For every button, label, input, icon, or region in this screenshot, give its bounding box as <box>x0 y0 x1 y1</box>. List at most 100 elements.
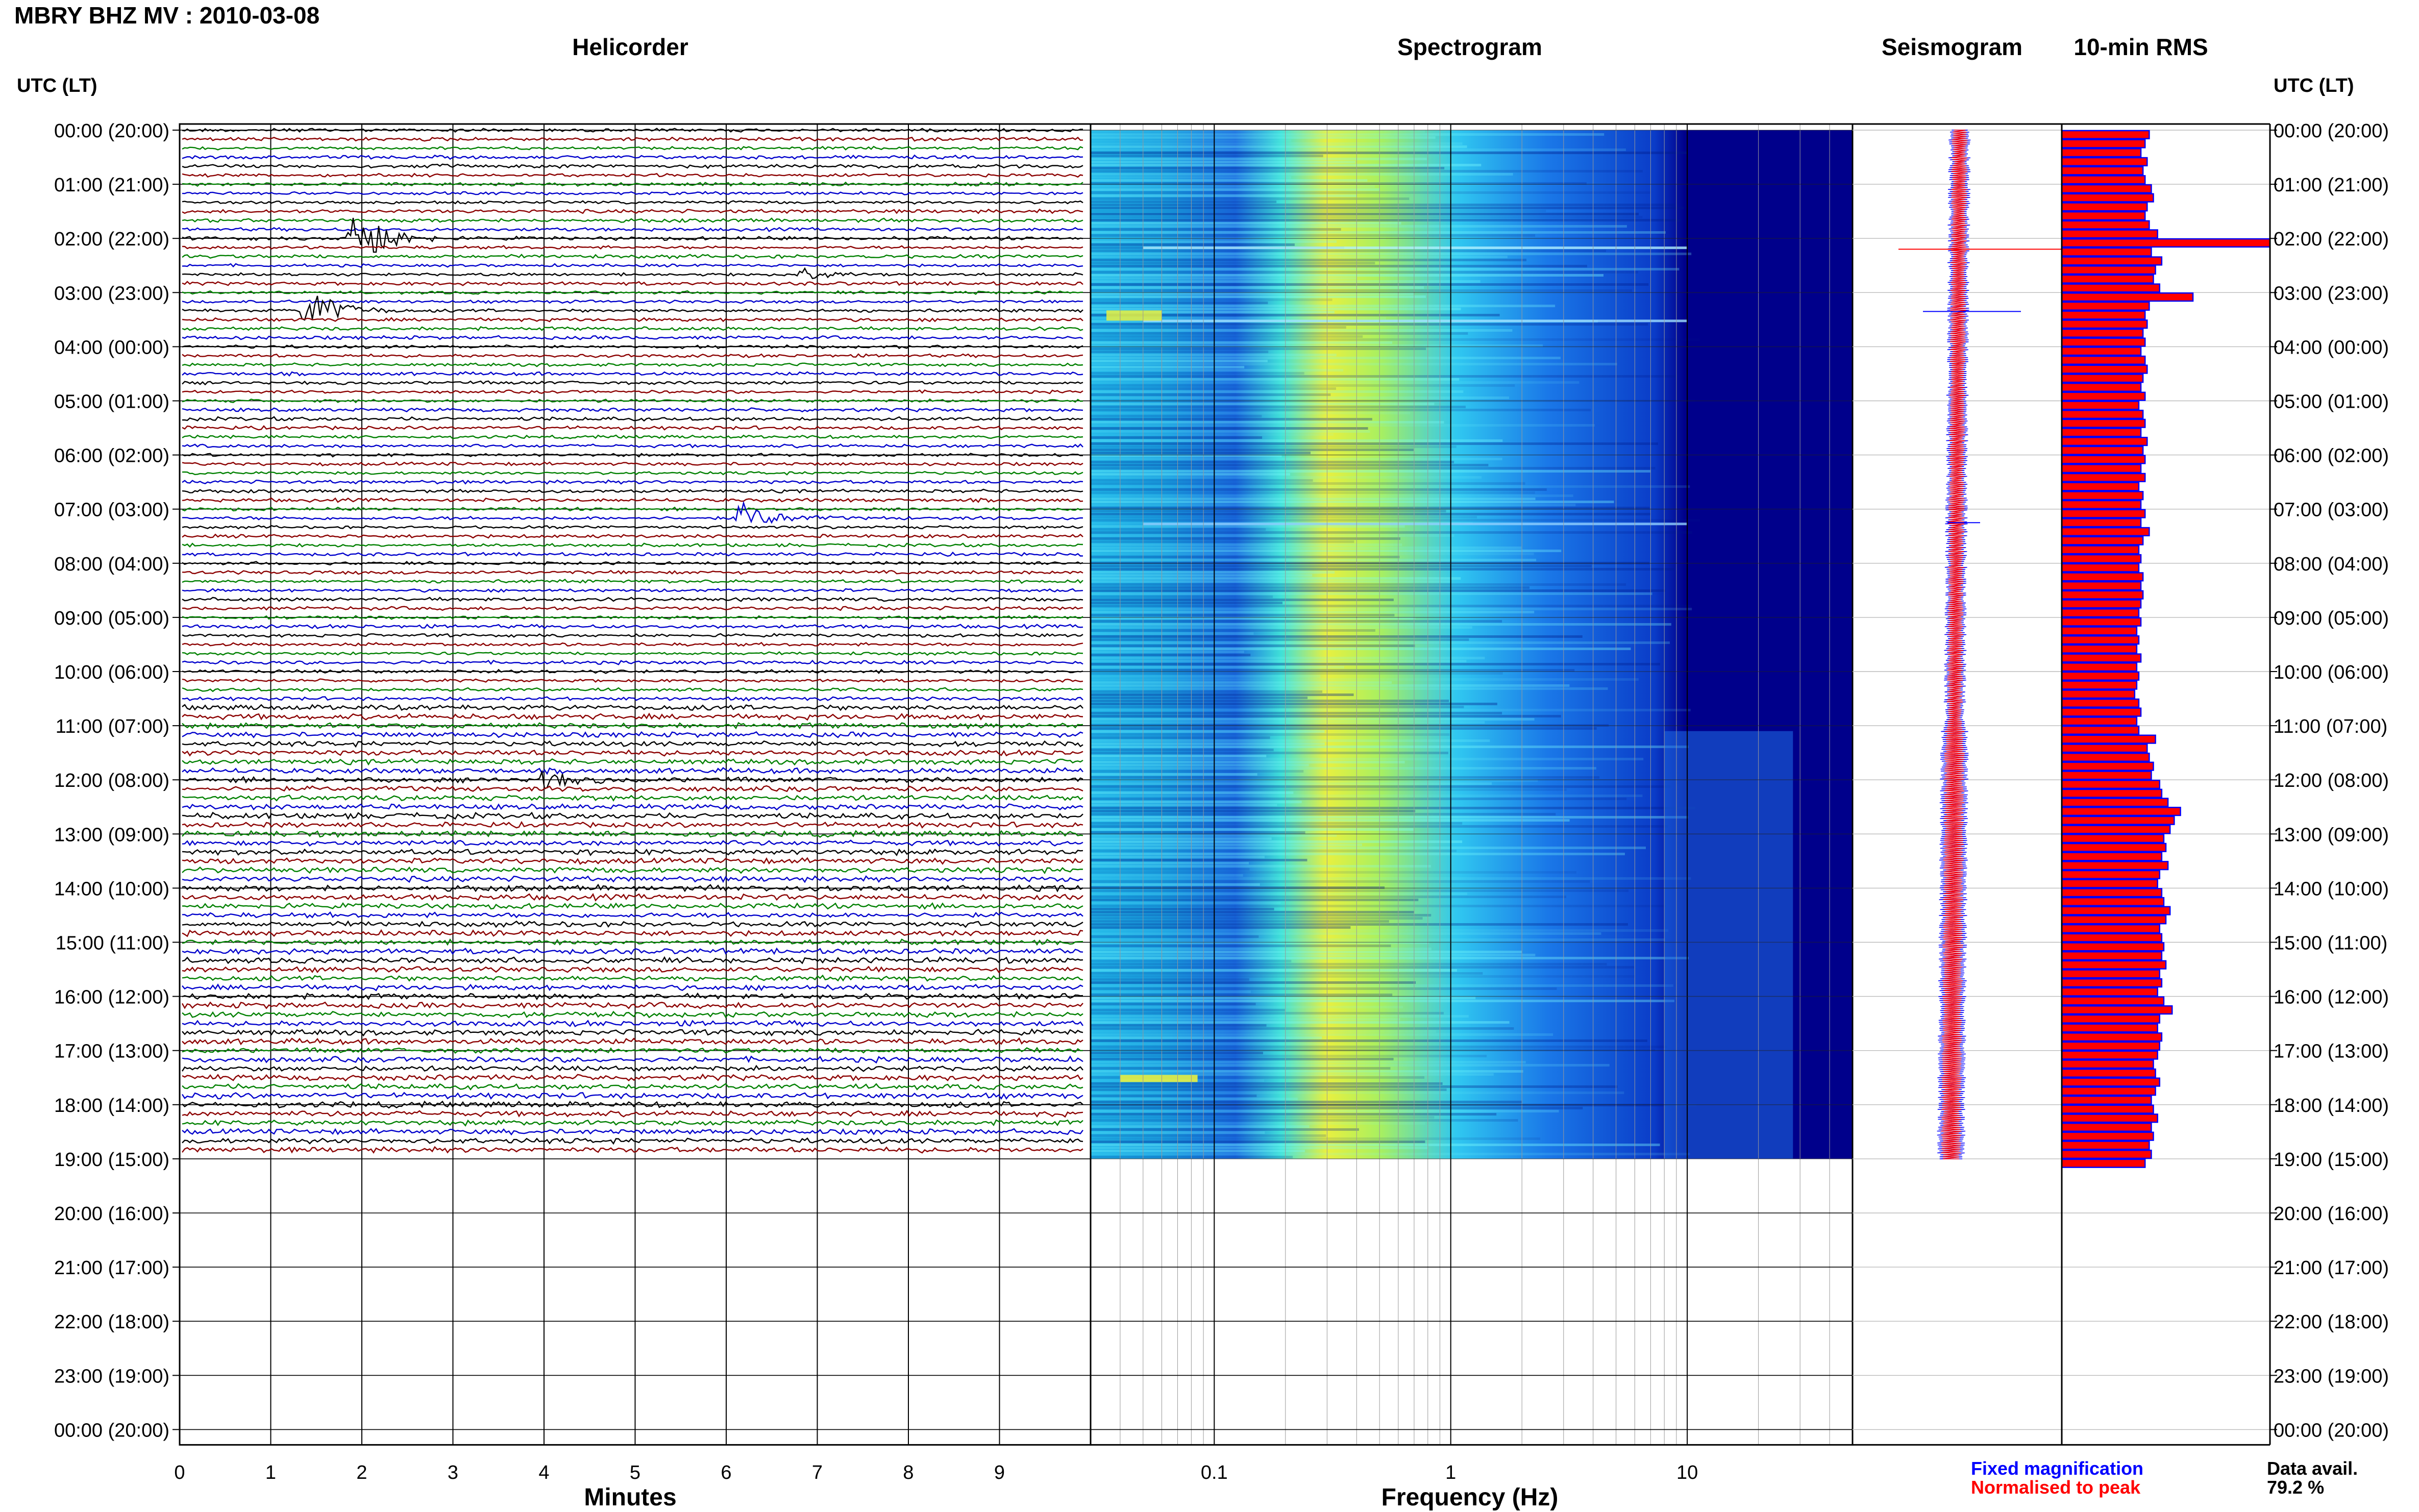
helicorder-x-tick-label: 0 <box>174 1462 185 1483</box>
time-label-left: 08:00 (04:00) <box>54 554 169 575</box>
spectrogram-texture <box>1091 614 1395 616</box>
spectrogram-event-streak <box>1143 319 1688 323</box>
rms-bar <box>2061 1141 2150 1150</box>
spectrogram-texture <box>1091 363 1617 365</box>
helicorder-trace <box>182 128 1083 133</box>
rms-bar <box>2061 680 2138 690</box>
rms-bar <box>2061 509 2146 518</box>
rms-bar <box>2061 897 2165 907</box>
helicorder-trace <box>182 1055 1083 1064</box>
spectrogram-texture <box>1091 847 1646 849</box>
spectrogram-texture <box>1091 932 1601 935</box>
spectrogram-texture <box>1091 1128 1359 1131</box>
spectrogram-texture <box>1091 341 1393 344</box>
rms-bar <box>2061 752 2150 762</box>
spectrogram-texture <box>1091 945 1391 947</box>
spectrogram-texture <box>1091 250 1607 252</box>
spectrogram-texture <box>1091 547 1522 549</box>
spectrogram-texture <box>1091 1049 1656 1051</box>
spectrogram-texture <box>1091 476 1482 479</box>
spectrogram-texture <box>1091 599 1394 601</box>
spectrogram-texture <box>1091 259 1527 261</box>
helicorder-trace <box>182 875 1083 883</box>
spectrogram-texture <box>1091 883 1260 886</box>
helicorder-trace <box>182 453 1083 458</box>
spectrogram-texture <box>1091 935 1259 938</box>
helicorder-trace <box>182 443 1083 449</box>
helicorder-trace <box>182 767 1083 775</box>
rms-bar <box>2061 229 2158 239</box>
helicorder-trace <box>182 758 1083 766</box>
time-label-left: 20:00 (16:00) <box>54 1203 169 1225</box>
spectrogram-texture <box>1091 329 1513 332</box>
helicorder-trace <box>182 290 1083 295</box>
helicorder-trace <box>182 416 1083 422</box>
rms-bar <box>2061 771 2152 780</box>
spectrogram-texture <box>1091 700 1449 702</box>
spectrogram-texture <box>1091 620 1502 623</box>
rms-bar <box>2061 590 2144 600</box>
spectrogram-texture <box>1091 1039 1647 1042</box>
helicorder-trace <box>182 588 1083 593</box>
spectrogram-texture <box>1091 1012 1444 1014</box>
spectrogram-texture <box>1091 513 1651 515</box>
rms-bar <box>2061 1158 2146 1168</box>
spectrogram-texture <box>1091 960 1292 962</box>
spectrogram-texture <box>1091 182 1587 185</box>
spectrogram-texture <box>1091 534 1454 537</box>
spectrogram-texture <box>1091 194 1356 197</box>
spectrogram-texture <box>1091 470 1651 473</box>
spectrogram-texture <box>1091 418 1372 420</box>
spectrogram-texture <box>1091 421 1444 424</box>
time-label-right: 06:00 (02:00) <box>2274 445 2389 467</box>
helicorder-trace <box>182 651 1083 656</box>
helicorder-trace <box>182 857 1083 865</box>
spectrogram-texture <box>1091 464 1489 466</box>
spectrogram-texture <box>1091 1107 1583 1109</box>
spectrogram-texture <box>1091 617 1416 619</box>
rms-bar <box>2061 401 2140 410</box>
time-label-right: 08:00 (04:00) <box>2274 554 2389 575</box>
rms-bar <box>2061 834 2165 844</box>
helicorder-trace <box>182 938 1083 946</box>
helicorder-trace <box>182 254 1083 259</box>
spectrogram-texture <box>1091 994 1393 996</box>
helicorder-trace <box>182 488 1083 494</box>
spectrogram-texture <box>1091 635 1583 638</box>
rms-bar <box>2061 906 2171 915</box>
spectrogram-texture <box>1091 1021 1510 1024</box>
time-label-left: 18:00 (14:00) <box>54 1095 169 1117</box>
rms-bar <box>2061 1041 2161 1051</box>
spectrogram-texture <box>1091 1116 1435 1119</box>
spectrogram-texture <box>1091 917 1423 920</box>
spectrogram-texture <box>1091 941 1429 944</box>
spectrogram-texture <box>1091 277 1357 280</box>
rms-bar <box>2061 1068 2156 1078</box>
time-label-left: 11:00 (07:00) <box>56 716 169 737</box>
helicorder-trace <box>182 299 1083 304</box>
spectrogram-texture <box>1091 844 1363 846</box>
time-label-right: 09:00 (05:00) <box>2274 608 2389 629</box>
spectrogram-texture <box>1091 1122 1425 1125</box>
rms-bar <box>2061 1077 2161 1087</box>
helicorder-trace <box>182 353 1083 359</box>
rms-bar <box>2061 418 2146 428</box>
time-label-right: 14:00 (10:00) <box>2274 878 2389 900</box>
helicorder-trace <box>181 1001 1083 1009</box>
spectrogram-texture <box>1091 782 1492 785</box>
rms-bar <box>2061 608 2140 618</box>
spectrogram-texture <box>1091 767 1596 770</box>
spectrogram-texture <box>1091 494 1573 497</box>
time-label-right: 02:00 (22:00) <box>2274 229 2389 250</box>
rms-bar <box>2061 716 2138 726</box>
spectrogram-texture <box>1091 507 1650 509</box>
helicorder-trace <box>182 659 1083 665</box>
rms-bar <box>2061 139 2146 148</box>
time-label-left: 03:00 (23:00) <box>54 283 169 304</box>
spectrogram-texture <box>1091 905 1666 907</box>
spectrogram-texture <box>1091 130 1425 133</box>
helicorder-trace <box>182 678 1083 683</box>
spectrogram-texture <box>1091 963 1607 965</box>
spectrogram-texture <box>1091 1043 1324 1045</box>
rms-bar <box>2061 653 2142 663</box>
